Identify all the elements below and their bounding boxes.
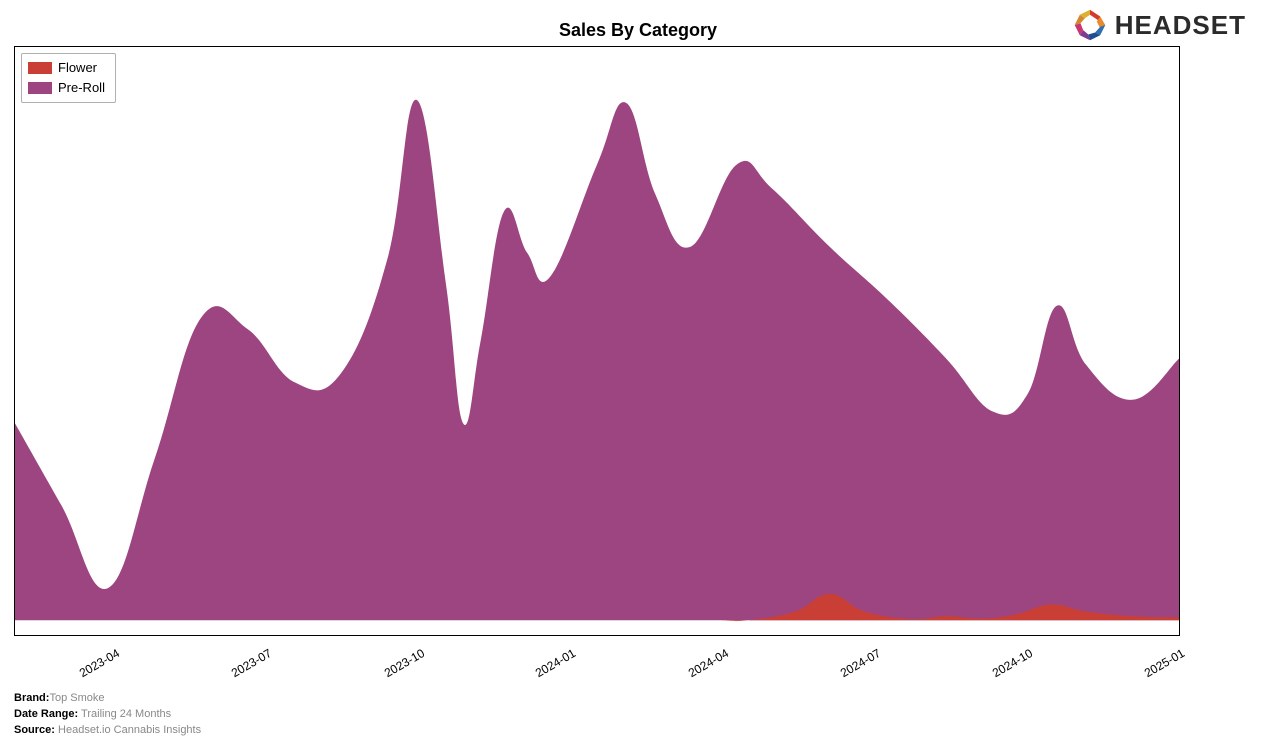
x-tick-label: 2023-04: [77, 646, 122, 680]
x-tick-label: 2023-10: [382, 646, 427, 680]
headset-logo: HEADSET: [1073, 8, 1246, 42]
logo-icon: [1073, 8, 1107, 42]
legend-swatch: [28, 62, 52, 74]
x-tick-label: 2025-01: [1142, 646, 1187, 680]
x-tick-label: 2024-04: [686, 646, 731, 680]
x-axis-ticks: 2023-04 2023-07 2023-10 2024-01 2024-04 2024-…: [14, 636, 1180, 686]
logo-text: HEADSET: [1115, 10, 1246, 41]
x-tick-label: 2024-01: [533, 646, 578, 680]
chart-footer: Brand:Top Smoke Date Range: Trailing 24 …: [14, 690, 201, 738]
legend-label: Pre-Roll: [58, 78, 105, 98]
footer-source: Source: Headset.io Cannabis Insights: [14, 722, 201, 738]
legend-item-preroll: Pre-Roll: [28, 78, 105, 98]
area-chart-svg: [15, 47, 1179, 635]
chart-plot-area: Flower Pre-Roll: [14, 46, 1180, 636]
footer-range: Date Range: Trailing 24 Months: [14, 706, 201, 722]
legend-swatch: [28, 82, 52, 94]
legend-item-flower: Flower: [28, 58, 105, 78]
area-series-preroll: [15, 100, 1179, 621]
x-tick-label: 2024-07: [838, 646, 883, 680]
x-tick-label: 2024-10: [990, 646, 1035, 680]
chart-container: Sales By Category HEADSET Flower Pre-Rol…: [0, 0, 1276, 745]
legend: Flower Pre-Roll: [21, 53, 116, 103]
footer-brand: Brand:Top Smoke: [14, 690, 201, 706]
legend-label: Flower: [58, 58, 97, 78]
x-tick-label: 2023-07: [229, 646, 274, 680]
